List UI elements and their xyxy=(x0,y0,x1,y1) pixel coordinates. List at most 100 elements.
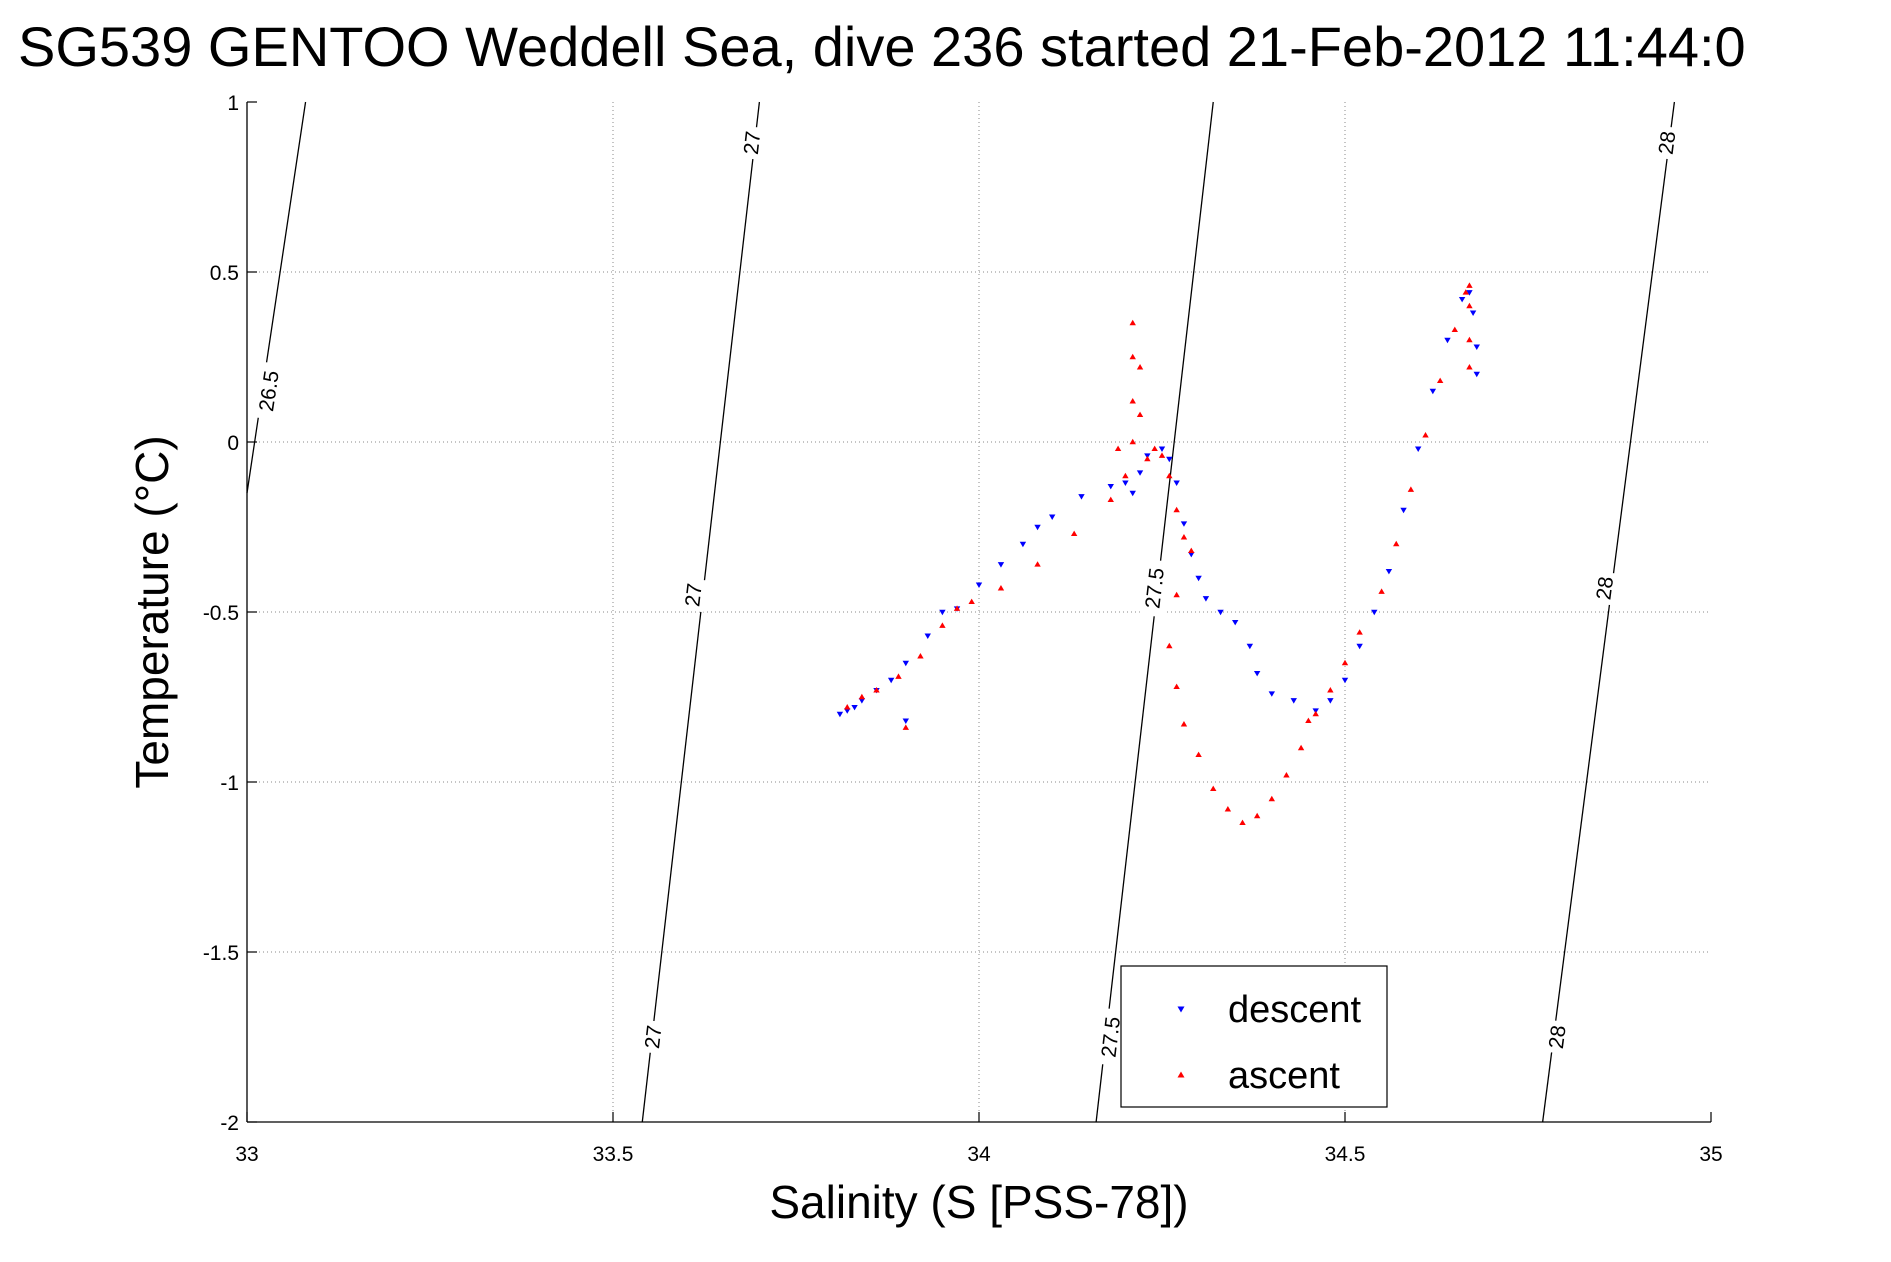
ascent-point xyxy=(1129,398,1136,404)
legend-marker-ascent xyxy=(1177,1071,1185,1078)
ascent-point xyxy=(1422,432,1429,438)
ascent-point xyxy=(953,605,961,611)
density-contour xyxy=(641,101,761,1123)
ascent-point xyxy=(1129,319,1136,326)
contour-label: 28 xyxy=(1545,1024,1571,1050)
ascent-point xyxy=(1253,812,1261,819)
ascent-point xyxy=(1466,364,1473,370)
ascent-point xyxy=(1305,717,1312,724)
descent-point xyxy=(1415,446,1422,452)
ascent-point xyxy=(1180,721,1188,727)
ascent-point xyxy=(939,622,946,628)
ascent-point xyxy=(858,693,866,700)
contour-label-group: 27 xyxy=(679,577,708,613)
descent-point xyxy=(1466,290,1473,296)
ascent-point xyxy=(1122,472,1129,479)
ascent-point xyxy=(1136,364,1144,370)
contour-label: 27 xyxy=(681,582,707,608)
descent-point xyxy=(1290,698,1297,704)
contour-label-group: 28 xyxy=(1543,1019,1572,1055)
x-axis-label: Salinity (S [PSS-78]) xyxy=(769,1176,1188,1228)
contour-label-group: 28 xyxy=(1590,570,1619,606)
ascent-point xyxy=(1436,377,1444,384)
ascent-point xyxy=(1034,561,1041,567)
contour-label: 28 xyxy=(1592,575,1618,601)
contour-label-backdrop xyxy=(639,1019,668,1055)
density-contour xyxy=(246,101,307,494)
ascent-point xyxy=(1188,547,1195,554)
descent-point xyxy=(1473,344,1480,350)
descent-point xyxy=(1122,480,1129,486)
descent-point xyxy=(1356,643,1363,650)
descent-point xyxy=(1371,609,1378,616)
ascent-point xyxy=(1151,445,1158,452)
ascent-point xyxy=(917,653,924,659)
ascent-point xyxy=(1158,452,1166,458)
descent-point xyxy=(902,718,909,724)
ascent-point xyxy=(844,704,851,710)
ascent-point xyxy=(895,673,902,679)
ascent-point xyxy=(1356,629,1363,635)
y-tick-label: -0.5 xyxy=(203,602,239,625)
x-tick-labels: 33 33.5 34 34.5 35 xyxy=(235,1143,1722,1166)
ascent-point xyxy=(1239,819,1246,826)
y-tick-label: -2 xyxy=(220,1112,239,1135)
descent-point xyxy=(1129,490,1136,497)
ascent-point xyxy=(1114,445,1122,452)
descent-point xyxy=(851,704,858,711)
ascent-point xyxy=(1283,772,1290,778)
y-tick-label: 1 xyxy=(227,92,239,115)
descent-point xyxy=(844,708,851,714)
ascent-point xyxy=(1378,588,1385,594)
axes xyxy=(246,101,1712,1123)
descent-point xyxy=(1385,568,1393,575)
descent-point xyxy=(1473,371,1480,378)
descent-point xyxy=(1195,575,1202,582)
contour-label-backdrop xyxy=(679,577,708,613)
contour-label-group: 28 xyxy=(1653,125,1682,161)
legend-marker-descent xyxy=(1177,1006,1185,1013)
descent-point xyxy=(1327,698,1334,704)
y-tick-label: -1 xyxy=(220,772,239,795)
y-tick-label: 0.5 xyxy=(210,262,239,285)
ascent-point xyxy=(1210,785,1217,792)
descent-point xyxy=(1034,524,1041,531)
descent-series xyxy=(836,290,1480,724)
ascent-point xyxy=(1129,353,1136,360)
descent-point xyxy=(836,711,844,718)
contour-label-backdrop xyxy=(1095,1007,1126,1067)
descent-point xyxy=(1469,310,1477,316)
ascent-point xyxy=(1466,336,1473,343)
ascent-point xyxy=(902,724,909,730)
ascent-point xyxy=(1407,486,1415,492)
legend: descent ascent xyxy=(1120,965,1388,1108)
descent-point xyxy=(1166,456,1173,463)
x-tick-label: 35 xyxy=(1699,1143,1722,1166)
descent-point xyxy=(1107,483,1114,490)
descent-point xyxy=(939,609,946,616)
descent-point xyxy=(975,582,983,588)
ascent-point xyxy=(1173,591,1180,598)
ascent-point xyxy=(1312,710,1319,717)
ascent-point xyxy=(1144,455,1151,462)
descent-point xyxy=(1246,643,1254,650)
contour-label: 27.5 xyxy=(1141,567,1169,610)
x-tick-label: 34.5 xyxy=(1325,1143,1366,1166)
ascent-point xyxy=(1173,506,1180,513)
descent-point xyxy=(924,633,931,639)
ascent-point xyxy=(1462,289,1469,295)
descent-point xyxy=(1253,670,1261,677)
descent-point xyxy=(1019,541,1027,548)
contour-label-backdrop xyxy=(252,361,285,421)
ascent-point xyxy=(873,687,880,693)
ascent-point xyxy=(997,585,1005,591)
ascent-point xyxy=(1173,683,1180,690)
contour-label-backdrop xyxy=(1543,1019,1572,1055)
contour-label-backdrop xyxy=(738,125,766,161)
descent-point xyxy=(902,660,909,667)
descent-point xyxy=(1173,480,1180,486)
ascent-point xyxy=(1136,411,1144,418)
ascent-point xyxy=(1180,534,1188,540)
